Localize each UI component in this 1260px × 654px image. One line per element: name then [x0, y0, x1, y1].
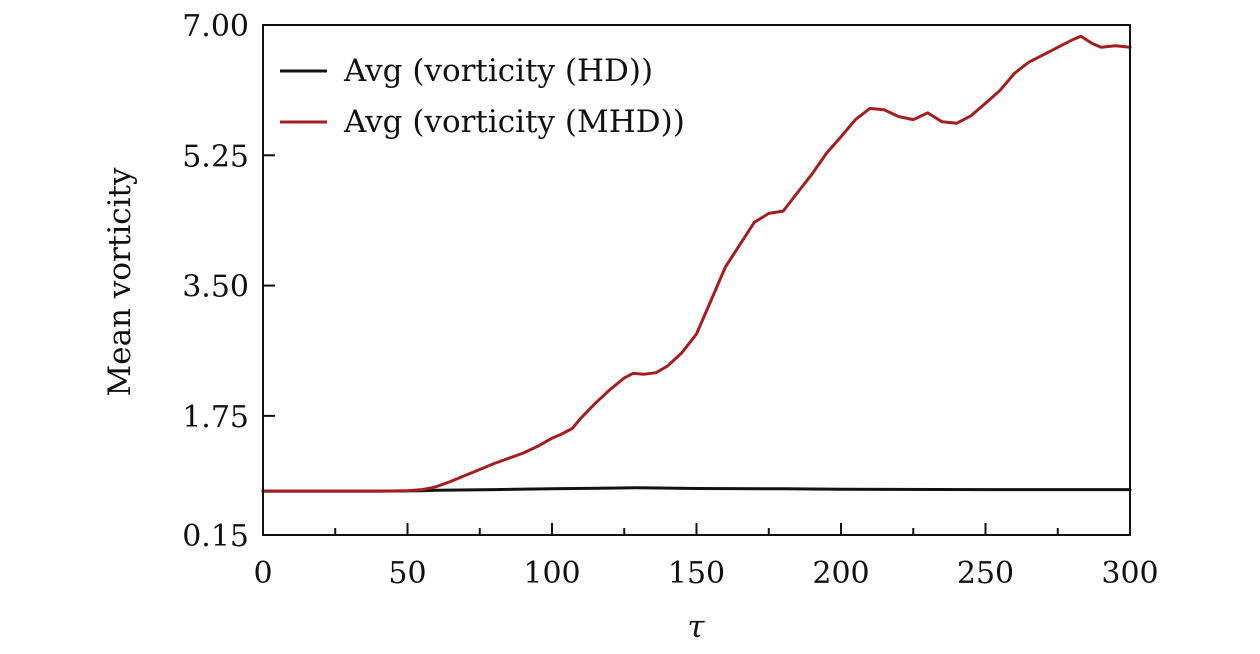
y-tick-label: 7.00	[182, 9, 249, 44]
y-tick-label: 1.75	[182, 400, 249, 435]
ticks-layer	[262, 24, 1131, 536]
x-tick-label: 50	[388, 556, 426, 591]
x-tick-label: 100	[523, 556, 580, 591]
y-tick-label: 5.25	[182, 139, 249, 174]
legend-label-hd: Avg (vorticity (HD))	[343, 53, 653, 89]
y-tick-label: 3.50	[182, 270, 249, 305]
x-axis-label: τ	[687, 609, 705, 645]
x-tick-label: 300	[1101, 556, 1158, 591]
x-tick-label: 200	[812, 556, 869, 591]
tick-labels-layer: 0 50 100 150 200 250 300 0.15 1.75 3.50 5.25 7.00	[182, 9, 1158, 591]
y-axis-label: Mean vorticity	[102, 167, 138, 396]
plot-frame	[262, 24, 1131, 536]
y-tick-label: 0.15	[182, 519, 249, 554]
legend: Avg (vorticity (HD)) Avg (vorticity (MHD…	[280, 53, 685, 140]
legend-label-mhd: Avg (vorticity (MHD))	[343, 104, 685, 140]
x-tick-label: 250	[957, 556, 1014, 591]
x-tick-label: 150	[668, 556, 725, 591]
x-tick-label: 0	[253, 556, 272, 591]
series-layer	[261, 34, 1132, 493]
series-line-mhd	[261, 34, 1132, 493]
